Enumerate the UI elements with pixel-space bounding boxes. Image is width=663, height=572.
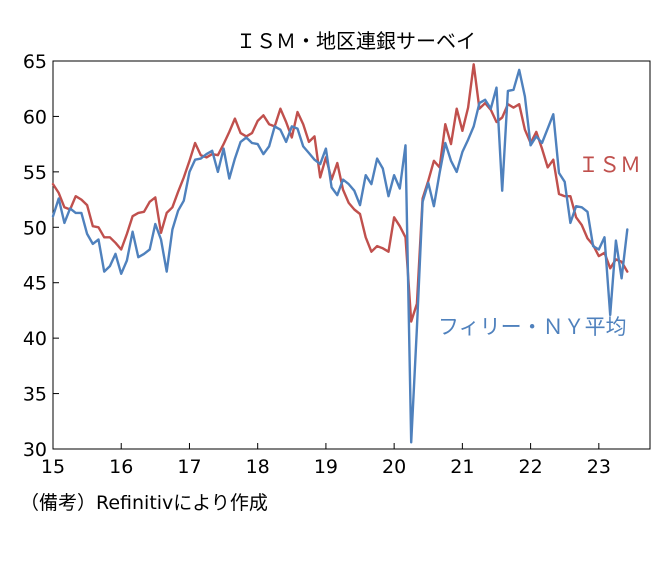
plot-area [52, 60, 651, 450]
source-caption: （備考）Refinitivにより作成 [20, 492, 268, 514]
x-tick-label: 20 [382, 456, 406, 478]
y-tick-label: 55 [23, 162, 47, 184]
x-tick-label: 23 [587, 456, 611, 478]
x-axis: 15 16 17 18 19 20 21 22 23 [41, 443, 611, 478]
chart-title: ＩＳＭ・地区連銀サーベイ [236, 29, 476, 53]
x-tick-label: 21 [450, 456, 474, 478]
series-layer [51, 63, 629, 444]
x-tick-label: 16 [109, 456, 133, 478]
legend-label-philly-ny: フィリー・ＮＹ平均 [438, 315, 627, 339]
y-tick-label: 40 [23, 328, 47, 350]
x-tick-label: 17 [177, 456, 201, 478]
y-tick-label: 65 [23, 51, 47, 73]
y-tick-label: 50 [23, 217, 47, 239]
y-axis: 30 35 40 45 50 55 60 65 [23, 51, 59, 461]
x-tick-label: 22 [519, 456, 543, 478]
y-tick-label: 60 [23, 106, 47, 128]
y-tick-label: 45 [23, 273, 47, 295]
x-tick-label: 18 [246, 456, 270, 478]
y-tick-label: 30 [23, 439, 47, 461]
series-line-ism [51, 63, 629, 323]
x-tick-label: 19 [314, 456, 338, 478]
y-tick-label: 35 [23, 384, 47, 406]
x-tick-label: 15 [41, 456, 65, 478]
legend-label-ism: ＩＳＭ [578, 153, 641, 177]
series-line-philly-ny [51, 68, 629, 444]
